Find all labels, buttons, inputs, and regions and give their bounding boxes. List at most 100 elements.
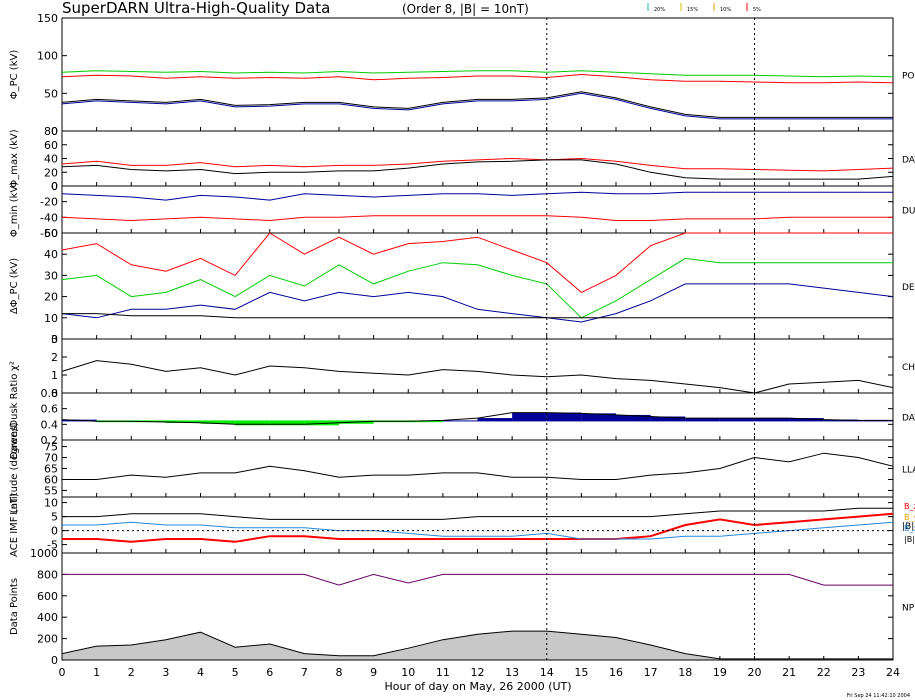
timestamp-stamp: Fri Sep 24 11:42:10 2004 <box>847 693 910 699</box>
x-tick-label: 22 <box>817 666 831 679</box>
legend-label: 10% <box>720 7 731 13</box>
y-tick-label: 0 <box>51 525 58 538</box>
series-line <box>62 512 894 543</box>
series-line <box>61 191 893 201</box>
ratio-bar <box>512 412 547 422</box>
y-tick-label: 0 <box>51 125 58 138</box>
figure-title: SuperDARN Ultra-High-Quality Data <box>62 0 330 17</box>
y-tick-label: 0.2 <box>41 434 59 447</box>
x-tick-label: 14 <box>540 666 554 679</box>
x-tick-label: 20 <box>748 666 762 679</box>
series-line <box>61 91 893 118</box>
series-line <box>61 283 894 323</box>
side-label: DU <box>902 207 915 217</box>
y-tick-label: 50 <box>44 87 58 100</box>
y-tick-label: 70 <box>44 452 58 465</box>
x-tick-label: 3 <box>162 666 169 679</box>
imf-legend-label: B_y <box>904 513 915 522</box>
y-tick-label: 40 <box>44 153 58 166</box>
y-tick-label: 0.6 <box>41 403 59 416</box>
y-tick-label: 40 <box>44 248 58 261</box>
x-tick-label: 10 <box>401 666 415 679</box>
series-line <box>61 412 893 425</box>
series-line <box>62 507 893 520</box>
side-label: DAY <box>902 156 915 166</box>
y-tick-label: 10 <box>44 312 58 325</box>
ratio-bar <box>719 418 755 422</box>
series-line <box>61 70 894 78</box>
x-axis-label: Hour of day on May, 26 2000 (UT) <box>384 680 571 693</box>
series-line <box>61 73 894 84</box>
panel-frame <box>61 185 894 234</box>
x-tick-label: 2 <box>128 666 135 679</box>
panel-8: 1000 800 600 400 200 0 Data Points NP <box>9 547 915 667</box>
x-tick-label: 17 <box>644 666 658 679</box>
y-tick-label: 0 <box>51 654 58 667</box>
x-tick-label: 24 <box>886 666 900 679</box>
series-line <box>62 452 894 480</box>
y-tick-label: 0 <box>51 387 58 400</box>
ratio-bar <box>581 413 616 422</box>
y-axis-label: Latitude (degrees) <box>9 422 20 514</box>
panel-0: 150 100 50 0 Φ_PC (kV) PO <box>9 12 915 138</box>
y-axis-label: Dawn/Dusk Ratio <box>9 374 20 460</box>
side-label: NP <box>902 604 915 614</box>
x-tick-label: 4 <box>197 666 204 679</box>
x-tick-label: 5 <box>232 666 239 679</box>
x-tick-label: 19 <box>713 666 727 679</box>
side-label: DE <box>902 283 915 293</box>
y-tick-label: 0 <box>51 333 58 346</box>
ratio-bar <box>858 420 893 422</box>
x-tick-label: 12 <box>471 666 485 679</box>
series-line <box>62 573 893 586</box>
x-tick-label: 15 <box>574 666 588 679</box>
side-label: CH <box>902 363 915 373</box>
y-tick-label: -40 <box>40 211 58 224</box>
y-tick-label: -20 <box>40 196 58 209</box>
ratio-bar <box>442 420 478 422</box>
side-label: |B| <box>902 522 914 532</box>
y-tick-label: -60 <box>40 227 58 240</box>
percent-legend: 20% 15% 10% 5% <box>647 3 761 13</box>
imf-legend: B_zB_yB_x|B| <box>904 502 915 544</box>
y-tick-label: 75 <box>44 441 58 454</box>
ratio-bar <box>616 414 651 422</box>
y-tick-label: 400 <box>37 611 58 624</box>
x-tick-label: 9 <box>370 666 377 679</box>
ratio-bar <box>685 418 720 422</box>
y-axis-label: ΔΦ_PC (kV) <box>9 258 20 314</box>
panel-frame <box>61 338 894 394</box>
x-tick-label: 6 <box>266 666 273 679</box>
x-tick-label: 13 <box>505 666 519 679</box>
panel-frame <box>61 439 894 498</box>
y-axis-label: Data Points <box>9 578 20 635</box>
panel-frame <box>61 130 894 187</box>
figure-header: SuperDARN Ultra-High-Quality Data (Order… <box>62 0 761 17</box>
legend-label: 15% <box>687 7 698 13</box>
y-tick-label: 100 <box>37 50 58 63</box>
x-axis: 0 1 2 3 4 5 6 7 8 9 10 11 12 13 14 15 16 17 18 19 20 21 22 23 24 <box>59 666 901 679</box>
ratio-bar <box>408 420 443 423</box>
series-line <box>61 92 893 120</box>
side-label: PO <box>902 72 915 82</box>
y-tick-label: 200 <box>37 633 58 646</box>
figure-subtitle: (Order 8, |B| = 10nT) <box>402 2 529 16</box>
imf-legend-label: B_x <box>904 524 915 533</box>
y-axis-label: ACE IMF (nT) <box>9 493 20 557</box>
y-tick-label: 3 <box>51 333 58 346</box>
ratio-bar <box>235 420 270 426</box>
panel-frame <box>61 17 894 132</box>
ratio-bar <box>789 418 824 422</box>
y-tick-label: 150 <box>37 12 58 25</box>
x-tick-label: 1 <box>93 666 100 679</box>
x-tick-label: 18 <box>678 666 692 679</box>
x-tick-label: 21 <box>782 666 796 679</box>
ratio-bar <box>200 420 236 424</box>
y-tick-label: 5 <box>51 511 58 524</box>
y-tick-label: 0.8 <box>41 387 59 400</box>
y-tick-label: 20 <box>44 166 58 179</box>
